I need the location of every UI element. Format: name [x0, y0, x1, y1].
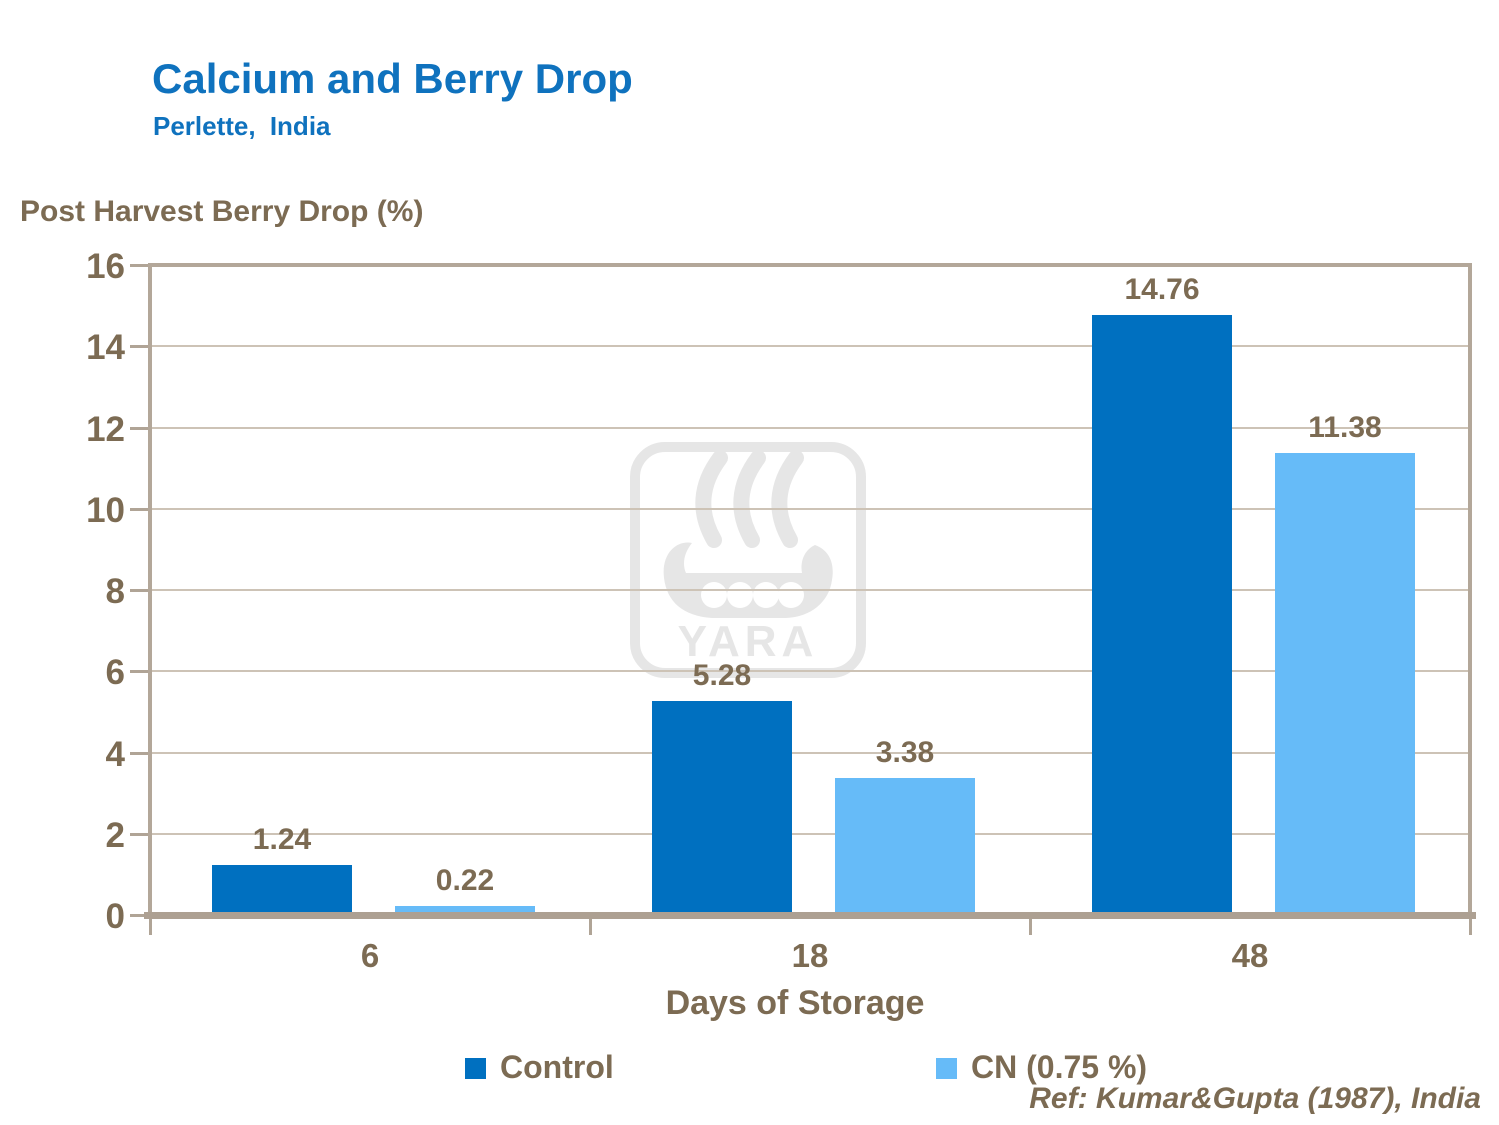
gridline-y-12: [150, 426, 1470, 429]
legend-marker-cn: [936, 1058, 957, 1079]
y-tick-mark-14: [130, 345, 150, 349]
chart-title: Calcium and Berry Drop: [152, 55, 633, 102]
y-tick-mark-16: [130, 264, 150, 267]
y-tick-label-8: 8: [105, 572, 125, 611]
y-tick-label-10: 10: [86, 490, 125, 530]
y-tick-label-16: 16: [86, 247, 125, 286]
y-tick-mark-6: [130, 670, 150, 674]
viking-ship-hull-icon: [663, 542, 833, 618]
y-tick-label-6: 6: [105, 653, 125, 693]
gridline-y-4: [150, 751, 1470, 754]
value-label-control-6: 1.24: [252, 822, 312, 856]
bar-cn-6: [395, 906, 535, 915]
watermark-frame: [630, 442, 866, 678]
value-label-cn-18: 3.38: [875, 735, 935, 769]
value-label-control-48: 14.76: [1124, 273, 1200, 307]
gridline-y-10: [150, 507, 1470, 510]
x-tick-mark-3: [1469, 919, 1472, 935]
gridline-y-14: [150, 345, 1470, 348]
y-tick-mark-12: [130, 426, 150, 430]
viking-ship-shields: [701, 582, 804, 608]
y-tick-label-12: 12: [86, 409, 125, 449]
x-tick-mark-2: [1029, 919, 1032, 935]
chart-subtitle: Perlette, India: [153, 111, 331, 141]
y-tick-mark-2: [130, 832, 150, 836]
legend-label-control: Control: [500, 1049, 614, 1085]
gridline-y-2: [150, 832, 1470, 835]
value-label-control-18: 5.28: [692, 658, 752, 692]
plot-area: YARA 0 2 4 6 8 10 12 14 16 1.24 5.28 14.76 0.22 3.38 1…: [86, 249, 1476, 974]
gridline-y-8: [150, 589, 1470, 591]
value-label-cn-6: 0.22: [435, 864, 495, 898]
y-tick-mark-10: [130, 507, 150, 511]
gridline-y-6: [150, 670, 1470, 673]
value-label-cn-48: 11.38: [1308, 410, 1382, 444]
yara-watermark-text: YARA: [678, 617, 819, 666]
y-tick-mark-0: [130, 914, 150, 917]
x-tick-label-18: 18: [791, 937, 829, 974]
y-tick-mark-4: [130, 751, 150, 755]
x-tick-mark-0: [149, 919, 152, 935]
y-tick-mark-8: [130, 589, 150, 592]
bar-cn-18: [835, 777, 975, 915]
viking-ship-sails-icon: [695, 450, 804, 548]
bar-cn-48: [1275, 452, 1415, 915]
legend-marker-control: [465, 1058, 486, 1079]
y-tick-label-0: 0: [105, 897, 125, 936]
legend-label-cn: CN (0.75 %): [971, 1049, 1148, 1085]
reference-note: Ref: Kumar&Gupta (1987), India: [1029, 1082, 1481, 1115]
legend-item-control: Control: [465, 1049, 614, 1086]
x-tick-label-48: 48: [1231, 937, 1269, 974]
legend-item-cn: CN (0.75 %): [936, 1049, 1147, 1086]
yara-watermark-logo: YARA: [630, 442, 866, 678]
y-axis-title: Post Harvest Berry Drop (%): [20, 195, 424, 228]
x-axis-title: Days of Storage: [665, 984, 925, 1022]
bar-control-6: [212, 864, 352, 915]
y-tick-label-2: 2: [105, 815, 125, 855]
x-tick-label-6: 6: [360, 937, 380, 974]
bar-control-48: [1092, 315, 1232, 915]
y-tick-label-4: 4: [105, 734, 125, 774]
x-tick-mark-1: [589, 919, 592, 935]
bar-control-18: [652, 700, 792, 915]
x-axis-line: [144, 912, 1476, 919]
y-tick-label-14: 14: [86, 328, 125, 368]
